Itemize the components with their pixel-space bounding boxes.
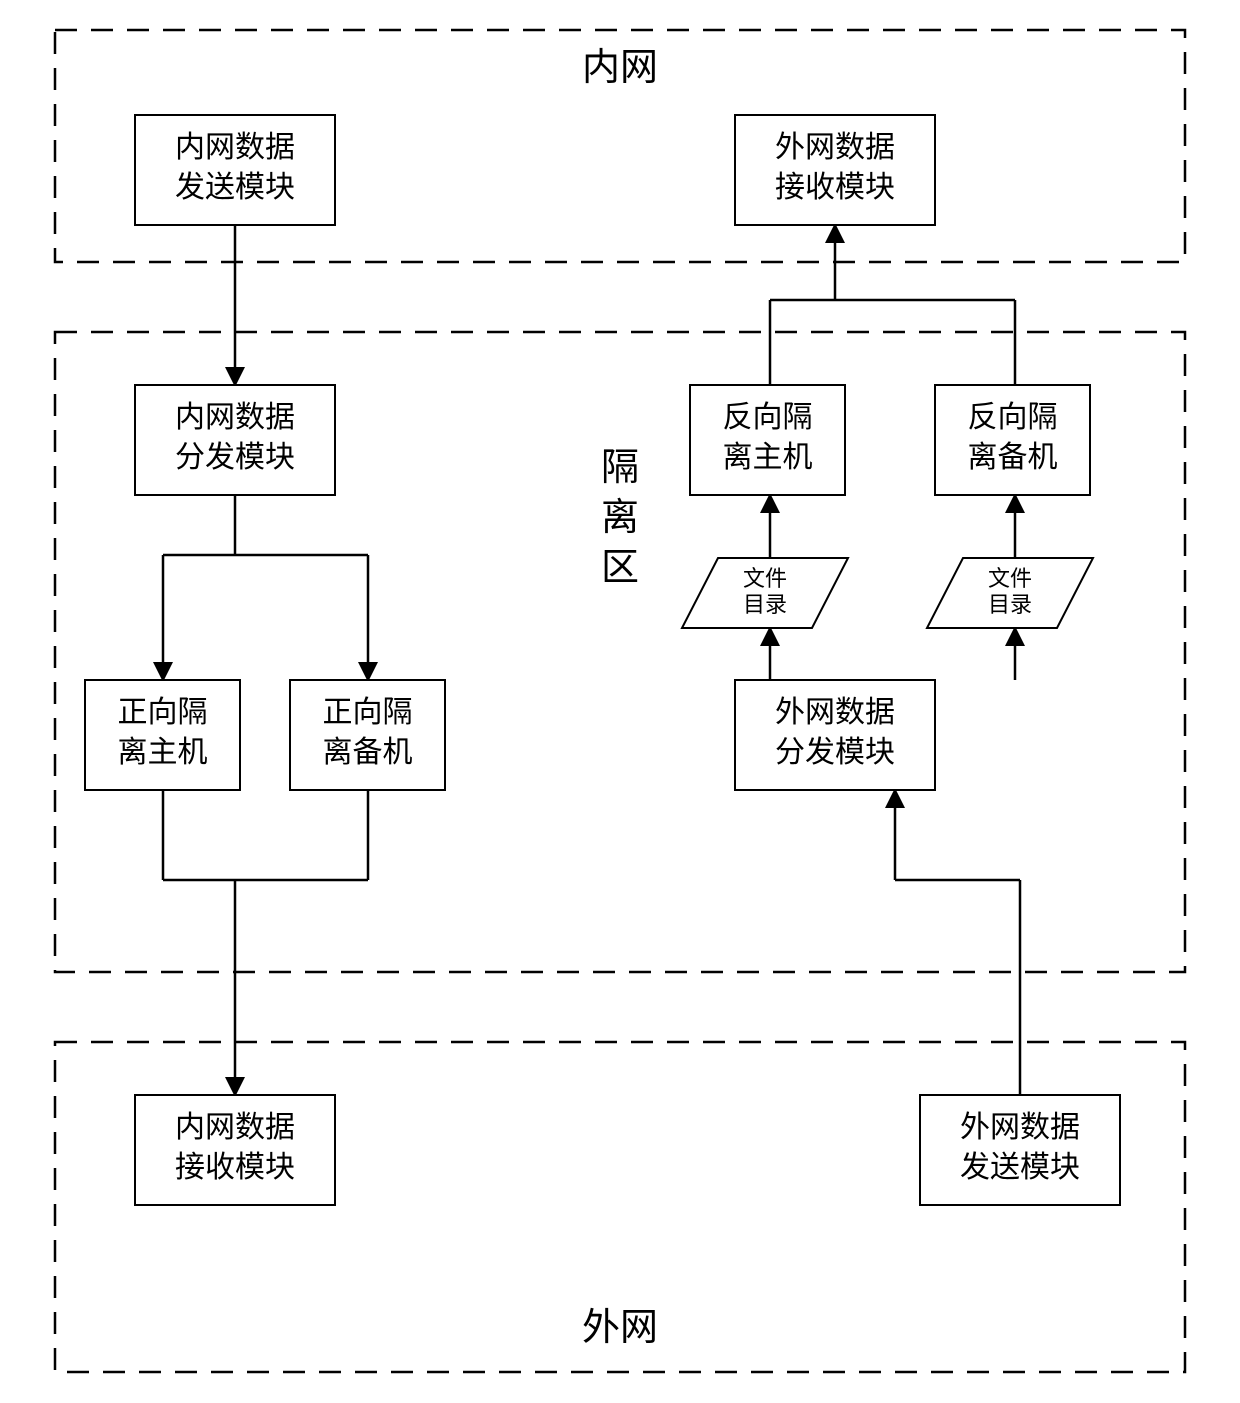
node-rev_main-label1: 反向隔 [723, 401, 813, 434]
node-file1-label1: 文件 [743, 566, 787, 591]
node-file2-label1: 文件 [988, 566, 1032, 591]
node-fwd_main-label2: 离主机 [118, 736, 208, 769]
node-rev_bak-label2: 离备机 [968, 441, 1058, 474]
node-file2-label2: 目录 [988, 592, 1032, 617]
node-out_recv-label1: 外网数据 [775, 131, 895, 164]
region-isolation-title: 隔 [601, 447, 639, 489]
region-isolation-title: 区 [601, 547, 639, 589]
node-out_send-label1: 外网数据 [960, 1111, 1080, 1144]
node-out_dist-label1: 外网数据 [775, 696, 895, 729]
region-outer-title: 外网 [582, 1307, 658, 1349]
node-out_dist-label2: 分发模块 [775, 736, 895, 769]
node-file1-label2: 目录 [743, 592, 787, 617]
node-in_send-label1: 内网数据 [175, 131, 295, 164]
node-fwd_bak-label1: 正向隔 [323, 696, 413, 729]
region-inner-title: 内网 [582, 47, 658, 89]
node-in_dist-label2: 分发模块 [175, 441, 295, 474]
node-rev_bak-label1: 反向隔 [968, 401, 1058, 434]
node-out_send-label2: 发送模块 [960, 1151, 1080, 1184]
node-fwd_main-label1: 正向隔 [118, 696, 208, 729]
node-out_recv-label2: 接收模块 [775, 171, 895, 204]
region-isolation-title: 离 [601, 497, 639, 539]
node-fwd_bak-label2: 离备机 [323, 736, 413, 769]
node-rev_main-label2: 离主机 [723, 441, 813, 474]
node-in_send-label2: 发送模块 [175, 171, 295, 204]
node-in_recv-label2: 接收模块 [175, 1151, 295, 1184]
node-in_dist-label1: 内网数据 [175, 401, 295, 434]
node-in_recv-label1: 内网数据 [175, 1111, 295, 1144]
